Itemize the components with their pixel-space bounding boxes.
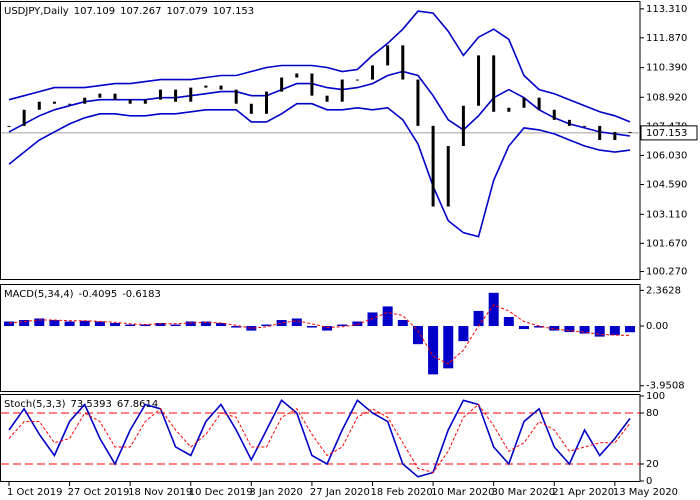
x-tick-label: 27 Jan 2020 <box>310 487 370 498</box>
y-tick-label: 113.310 <box>646 4 687 15</box>
x-tick-label: 10 Mar 2020 <box>431 487 494 498</box>
macd-bar <box>140 324 151 327</box>
x-tick-label: 27 Oct 2019 <box>68 487 130 498</box>
x-tick-label: 18 Feb 2020 <box>371 487 433 498</box>
panel-title: MACD(5,34,4) <box>4 289 74 300</box>
macd-bar <box>261 324 272 327</box>
header-value: -0.6183 <box>122 289 161 300</box>
price-box-label: 107.153 <box>646 128 687 139</box>
header-value: 107.153 <box>213 6 254 17</box>
macd-bar <box>125 324 136 327</box>
macd-bar <box>625 326 635 333</box>
macd-bar <box>64 321 75 327</box>
macd-bar <box>49 319 60 327</box>
y-tick-label: 104.590 <box>646 180 687 191</box>
y-tick-label: 110.390 <box>646 63 687 74</box>
y-tick-label: -3.9508 <box>646 381 685 392</box>
main-line <box>8 399 631 478</box>
macd-bar <box>428 326 439 375</box>
macd-bar <box>382 306 393 327</box>
y-tick-label: 20 <box>646 459 659 470</box>
middle-line <box>8 70 631 137</box>
macd-bar <box>412 326 423 345</box>
x-tick-label: 30 Mar 2020 <box>492 487 555 498</box>
panel-frame <box>0 1 641 280</box>
lower-line <box>8 102 631 238</box>
panel-title: Stoch(5,3,3) <box>4 399 66 410</box>
macd-bar <box>503 316 514 327</box>
macd-bar <box>170 324 181 327</box>
y-tick-label: 111.870 <box>646 33 687 44</box>
x-tick-label: 13 May 2020 <box>613 487 678 498</box>
macd-bar <box>337 324 348 327</box>
y-tick-label: 100.270 <box>646 267 687 278</box>
macd-bar <box>397 319 408 327</box>
signal-line <box>8 304 631 365</box>
macd-bar <box>322 326 333 331</box>
macd-bar <box>564 326 575 333</box>
macd-bar <box>155 323 166 327</box>
macd-bar <box>231 326 242 328</box>
panel-title: USDJPY,Daily <box>4 6 69 17</box>
macd-bar <box>200 321 211 327</box>
macd-bar <box>306 326 317 328</box>
y-tick-label: 0 <box>646 476 652 487</box>
header-value: 107.109 <box>74 6 115 17</box>
macd-bar <box>473 310 484 327</box>
signal-line <box>8 403 631 474</box>
x-tick-label: 10 Dec 2019 <box>189 487 253 498</box>
macd-bar <box>367 312 378 327</box>
macd-bar <box>110 323 121 327</box>
macd-bar <box>94 321 105 327</box>
macd-bar <box>458 326 469 342</box>
macd-bar <box>4 321 14 327</box>
y-tick-label: 80 <box>646 408 659 419</box>
header-value: 73.5393 <box>70 399 111 410</box>
macd-bar <box>518 326 529 330</box>
y-tick-label: 101.670 <box>646 238 687 249</box>
macd-bar <box>246 326 257 331</box>
macd-bar <box>534 326 545 328</box>
macd-bar <box>34 318 45 327</box>
header-value: 67.8614 <box>117 399 158 410</box>
upper-line <box>8 10 631 123</box>
macd-bar <box>216 323 227 327</box>
macd-bar <box>443 326 454 369</box>
macd-bar <box>549 326 560 331</box>
x-tick-label: 18 Nov 2019 <box>128 487 192 498</box>
y-tick-label: 100 <box>646 391 665 402</box>
panel-frame <box>0 394 641 482</box>
panel-frame <box>0 284 641 392</box>
macd-bar <box>594 326 605 337</box>
header-value: -0.4095 <box>79 289 118 300</box>
macd-bar <box>291 318 302 327</box>
macd-bar <box>352 321 363 327</box>
macd-bar <box>19 319 30 327</box>
price-box <box>640 125 698 141</box>
macd-bar <box>488 292 499 327</box>
y-tick-label: 103.110 <box>646 209 687 220</box>
y-tick-label: 108.920 <box>646 92 687 103</box>
header-value: 107.267 <box>120 6 161 17</box>
x-tick-label: 3 Jan 2020 <box>249 487 303 498</box>
macd-bar <box>609 326 620 336</box>
y-tick-label: 0.00 <box>646 321 668 332</box>
y-tick-label: 2.3628 <box>646 285 681 296</box>
macd-bar <box>79 320 90 327</box>
macd-bar <box>185 321 196 327</box>
macd-bar <box>579 326 590 334</box>
macd-bar <box>276 319 287 327</box>
x-tick-label: 21 Apr 2020 <box>552 487 614 498</box>
x-tick-label: 1 Oct 2019 <box>7 487 62 498</box>
header-value: 107.079 <box>166 6 207 17</box>
y-tick-label: 106.030 <box>646 151 687 162</box>
